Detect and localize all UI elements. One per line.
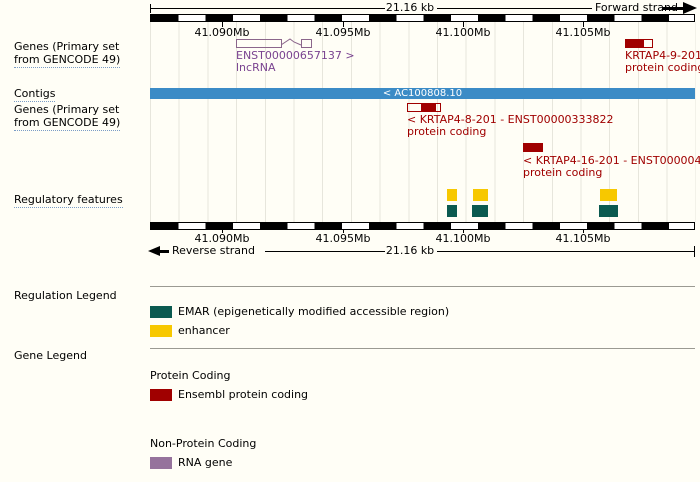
krtap4-16-exon-filled[interactable]: [523, 143, 543, 152]
top-coord-label-2: 41.095Mb: [315, 26, 371, 39]
track-label-genes-top-line2[interactable]: from GENCODE 49): [14, 53, 121, 68]
contig-name[interactable]: < AC100808.10: [382, 88, 463, 99]
forward-strand-arrow-tail: [663, 7, 684, 10]
enhancer-feature-1[interactable]: [447, 189, 457, 201]
forward-strand-label: Forward strand: [595, 1, 678, 14]
forward-strand-arrow-icon: [683, 2, 697, 14]
track-label-regulatory[interactable]: Regulatory features: [14, 193, 123, 208]
track-label-genes-bottom-line2[interactable]: from GENCODE 49): [14, 116, 121, 131]
bottom-tick-41090: [222, 229, 223, 233]
top-coord-label-4: 41.105Mb: [555, 26, 611, 39]
krtap4-9-exon-filled[interactable]: [625, 39, 644, 48]
krtap4-9-biotype: protein coding: [625, 61, 700, 74]
rna-gene-legend-label: RNA gene: [178, 456, 233, 469]
track-label-genes-bottom[interactable]: Genes (Primary set from GENCODE 49): [14, 103, 121, 131]
lnc-transcript-exon1[interactable]: [236, 39, 282, 48]
bottom-ruler-line-left: [265, 251, 385, 252]
krtap4-9-exon-utr[interactable]: [643, 39, 653, 48]
bottom-coord-label-2: 41.095Mb: [315, 232, 371, 245]
top-tick-41105: [583, 22, 584, 27]
lnc-transcript-biotype: lncRNA: [236, 61, 276, 74]
enhancer-legend-label: enhancer: [178, 324, 230, 337]
top-coord-label-3: 41.100Mb: [435, 26, 491, 39]
enhancer-legend-swatch: [150, 325, 172, 337]
lnc-transcript-exon2[interactable]: [301, 39, 312, 48]
krtap4-8-name[interactable]: < KRTAP4-8-201 - ENST00000333822: [407, 113, 614, 126]
top-coord-label-1: 41.090Mb: [194, 26, 250, 39]
non-protein-coding-heading: Non-Protein Coding: [150, 437, 257, 450]
emar-legend-label: EMAR (epigenetically modified accessible…: [178, 305, 450, 318]
bottom-scale-bar: [150, 222, 695, 230]
bottom-ruler-line-right: [437, 251, 695, 252]
legend-separator-top: [150, 286, 695, 287]
bottom-tick-41100: [463, 229, 464, 233]
track-label-genes-top[interactable]: Genes (Primary set from GENCODE 49): [14, 40, 121, 68]
bottom-tick-41105: [583, 229, 584, 233]
bottom-tick-41095: [343, 229, 344, 233]
bottom-coord-label-1: 41.090Mb: [194, 232, 250, 245]
top-tick-41095: [343, 22, 344, 27]
emar-feature-3[interactable]: [599, 205, 618, 217]
rna-gene-legend-swatch: [150, 457, 172, 469]
krtap4-8-exon-filled[interactable]: [421, 103, 436, 112]
enhancer-feature-3[interactable]: [600, 189, 617, 201]
krtap4-9-name[interactable]: KRTAP4-9-201: [625, 49, 700, 62]
enhancer-feature-2[interactable]: [473, 189, 488, 201]
reverse-strand-label: Reverse strand: [172, 244, 255, 257]
emar-feature-1[interactable]: [447, 205, 457, 217]
bottom-scale-label: 21.16 kb: [385, 244, 435, 257]
protein-coding-legend-swatch: [150, 389, 172, 401]
bottom-coord-label-3: 41.100Mb: [435, 232, 491, 245]
emar-legend-swatch: [150, 306, 172, 318]
top-ruler-line-right: [437, 8, 592, 9]
bottom-ruler-right-tick: [694, 246, 695, 257]
gene-legend-title: Gene Legend: [14, 349, 87, 362]
top-scale-bar: [150, 14, 695, 22]
emar-feature-2[interactable]: [472, 205, 488, 217]
track-label-genes-top-line1: Genes (Primary set: [14, 40, 120, 53]
top-scale-label: 21.16 kb: [385, 1, 435, 14]
reverse-strand-arrow-tail: [160, 250, 169, 253]
legend-separator-gene: [150, 348, 695, 349]
track-label-contigs[interactable]: Contigs: [14, 87, 56, 102]
lnc-transcript-intron: [281, 38, 302, 46]
contig-bar[interactable]: < AC100808.10: [150, 88, 695, 99]
protein-coding-heading: Protein Coding: [150, 369, 231, 382]
reverse-strand-arrow-icon: [148, 246, 160, 256]
track-label-genes-bottom-line1: Genes (Primary set: [14, 103, 120, 116]
krtap4-8-biotype: protein coding: [407, 125, 487, 138]
bottom-coord-label-4: 41.105Mb: [555, 232, 611, 245]
krtap4-16-biotype: protein coding: [523, 166, 603, 179]
lnc-transcript-name[interactable]: ENST00000657137 >: [236, 49, 355, 62]
top-ruler-line-left: [150, 8, 385, 9]
grid-lines: [150, 22, 696, 222]
top-tick-41100: [463, 22, 464, 27]
krtap4-16-name[interactable]: < KRTAP4-16-201 - ENST0000044: [523, 154, 700, 167]
regulation-legend-title: Regulation Legend: [14, 289, 117, 302]
protein-coding-legend-label: Ensembl protein coding: [178, 388, 309, 401]
top-tick-41090: [222, 22, 223, 27]
